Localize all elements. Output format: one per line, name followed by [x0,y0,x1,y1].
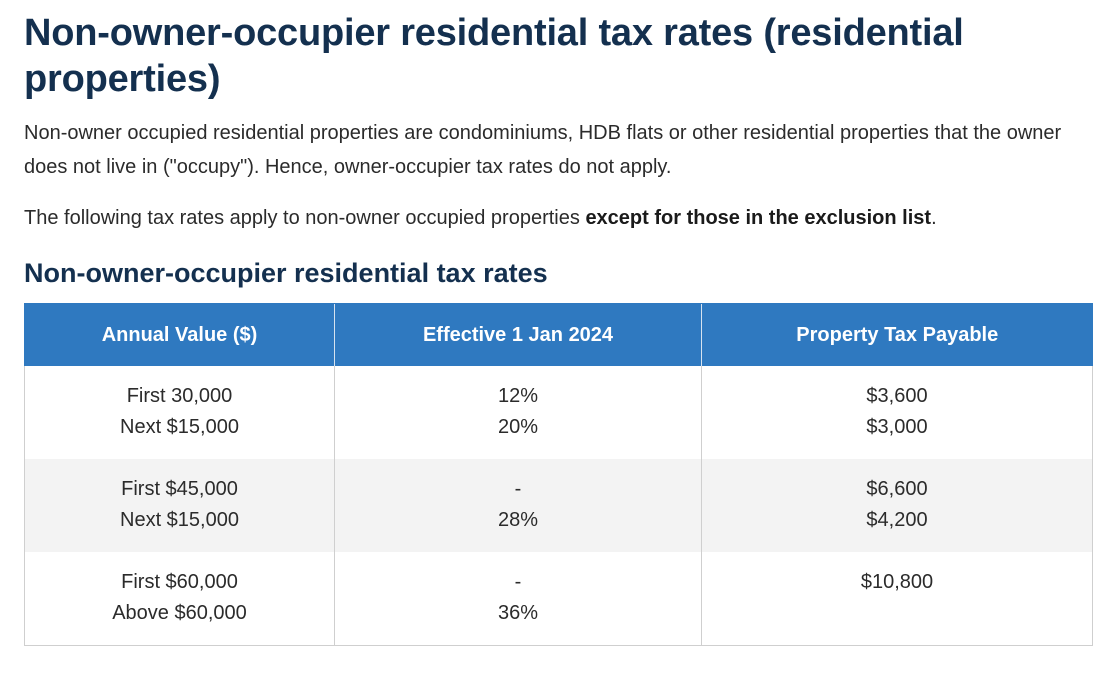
effective-rate-line: 12% [497,385,539,407]
table-header-row: Annual Value ($) Effective 1 Jan 2024 Pr… [24,303,1093,366]
effective-rate-line: - [514,478,522,500]
effective-rate-cell: - 36% [334,552,702,646]
rates-note-end: . [931,207,937,229]
header-tax-payable: Property Tax Payable [701,303,1093,366]
annual-value-line: First $45,000 [121,478,238,500]
tax-payable-line: $3,600 [866,385,928,407]
rates-note-paragraph: The following tax rates apply to non-own… [24,201,1091,235]
tax-payable-line: $6,600 [866,478,928,500]
effective-rate-line: - [514,571,522,593]
annual-value-line: Above $60,000 [112,602,247,624]
page-title: Non-owner-occupier residential tax rates… [24,12,964,100]
header-annual-value: Annual Value ($) [24,303,335,366]
intro-paragraph: Non-owner occupied residential propertie… [24,122,1062,178]
effective-rate-line: 36% [497,602,539,624]
rates-table: Annual Value ($) Effective 1 Jan 2024 Pr… [24,303,1093,646]
effective-rate-cell: 12% 20% [334,366,702,459]
tax-payable-line: $10,800 [860,571,934,593]
table-row: First $60,000 Above $60,000 - 36% $10,80… [24,552,1093,646]
annual-value-cell: First $60,000 Above $60,000 [24,552,335,646]
effective-rate-line: 28% [497,509,539,531]
tax-payable-cell: $10,800 [701,552,1093,646]
header-effective-date: Effective 1 Jan 2024 [334,303,702,366]
tax-payable-cell: $6,600 $4,200 [701,459,1093,552]
rates-note-text: The following tax rates apply to non-own… [24,207,586,229]
annual-value-line: First $60,000 [121,571,238,593]
annual-value-cell: First $45,000 Next $15,000 [24,459,335,552]
section-title: Non-owner-occupier residential tax rates [24,258,548,288]
table-row: First $45,000 Next $15,000 - 28% $6,600 … [24,459,1093,552]
tax-payable-line: $3,000 [866,416,928,438]
annual-value-line: First 30,000 [126,385,233,407]
tax-payable-line: $4,200 [866,509,928,531]
effective-rate-cell: - 28% [334,459,702,552]
annual-value-line: Next $15,000 [120,416,239,438]
table-row: First 30,000 Next $15,000 12% 20% $3,600… [24,366,1093,459]
annual-value-cell: First 30,000 Next $15,000 [24,366,335,459]
exclusion-list-emphasis: except for those in the exclusion list [585,207,932,229]
page-content: Non-owner-occupier residential tax rates… [24,12,1093,646]
effective-rate-line: 20% [497,416,539,438]
annual-value-line: Next $15,000 [120,509,239,531]
tax-payable-cell: $3,600 $3,000 [701,366,1093,459]
